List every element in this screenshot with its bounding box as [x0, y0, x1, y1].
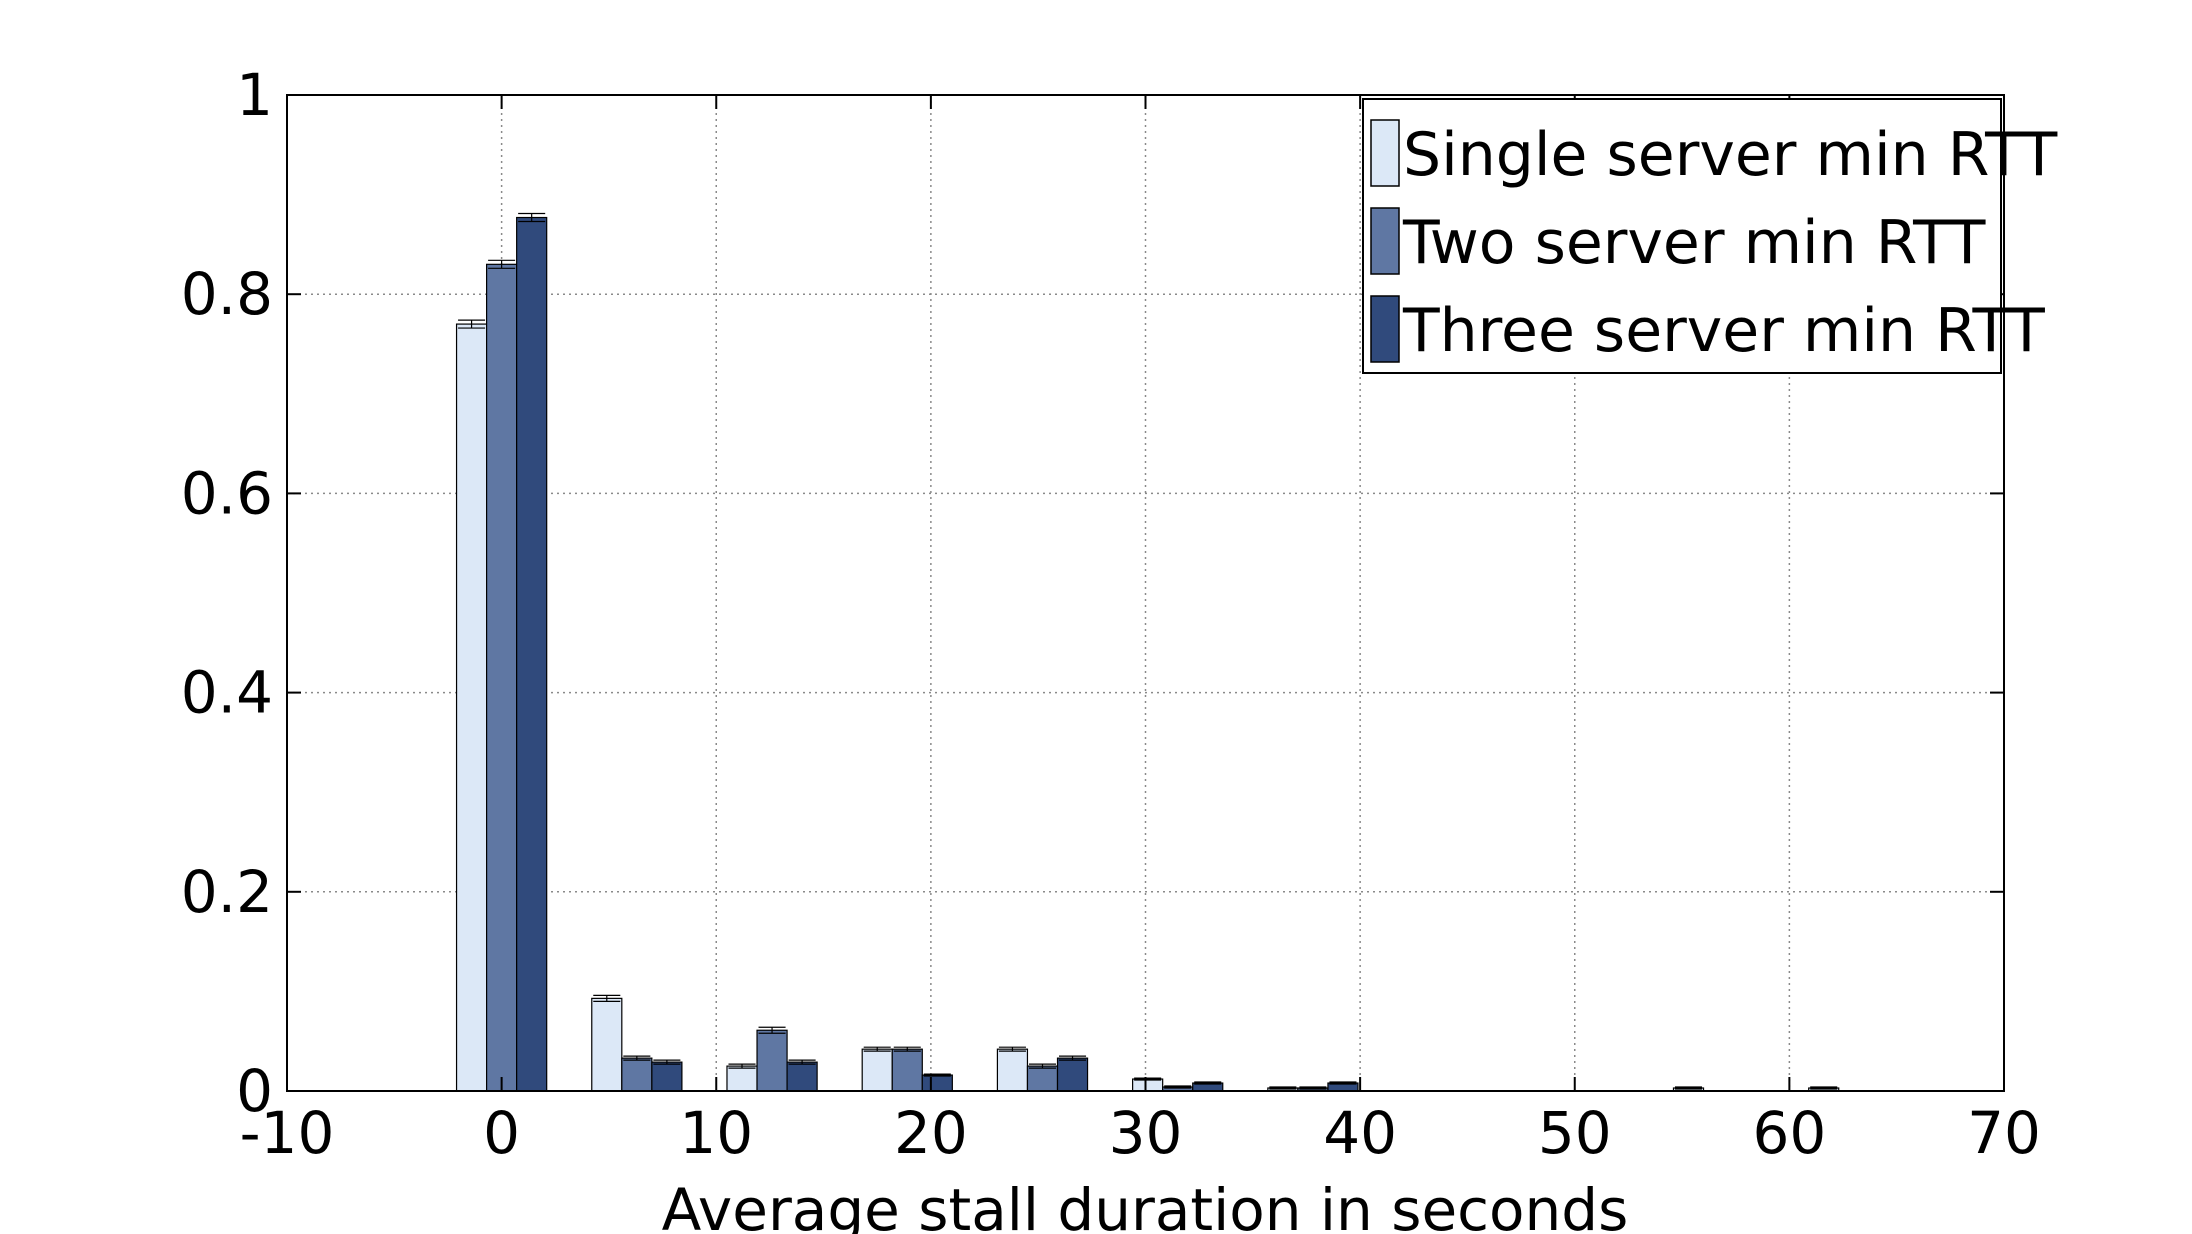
- bar: [921, 1074, 953, 1092]
- legend-swatch: [1370, 207, 1400, 275]
- x-tick-label: 0: [483, 1099, 520, 1167]
- y-tick-label: 1: [236, 61, 273, 129]
- legend-swatch: [1370, 119, 1400, 187]
- bar: [455, 323, 488, 1092]
- x-tick-label: 30: [1109, 1099, 1183, 1167]
- legend-box: [1362, 98, 2002, 374]
- bar: [756, 1029, 788, 1092]
- bar: [621, 1057, 653, 1092]
- bar: [516, 216, 548, 1092]
- bar: [891, 1048, 923, 1092]
- bar: [486, 263, 518, 1092]
- bar: [996, 1048, 1029, 1092]
- x-tick-label: 20: [894, 1099, 968, 1167]
- legend-label: Three server min RTT: [1402, 296, 2045, 366]
- x-tick-label: 10: [679, 1099, 753, 1167]
- bar: [651, 1061, 683, 1092]
- y-tick-label: 0.2: [181, 858, 273, 926]
- bars-layer: [455, 212, 1840, 1092]
- x-tick-label: -10: [240, 1099, 335, 1167]
- legend: Single server min RTT Two server min RTT T…: [1362, 98, 2058, 374]
- bar: [1132, 1078, 1164, 1092]
- legend-label: Single server min RTT: [1403, 120, 2058, 190]
- legend-label: Two server min RTT: [1402, 208, 1986, 278]
- x-axis-tick-labels: -10 0 10 20 30 40 50 60 70: [240, 1099, 2041, 1167]
- y-axis-tick-labels: 0 0.2 0.4 0.6 0.8 1: [181, 61, 273, 1125]
- bar: [1026, 1065, 1059, 1092]
- bar: [1056, 1057, 1089, 1092]
- y-tick-label: 0.4: [181, 659, 273, 727]
- x-tick-label: 70: [1967, 1099, 2041, 1167]
- x-axis-label: Average stall duration in seconds: [662, 1176, 1629, 1234]
- bar: [786, 1061, 818, 1092]
- y-tick-label: 0.8: [181, 260, 273, 328]
- bar: [591, 997, 623, 1092]
- legend-swatch: [1370, 295, 1400, 363]
- y-tick-label: 0: [236, 1057, 273, 1125]
- bar: [726, 1065, 758, 1092]
- bar: [861, 1048, 893, 1092]
- x-tick-label: 50: [1538, 1099, 1612, 1167]
- x-tick-label: 60: [1752, 1099, 1826, 1167]
- y-tick-label: 0.6: [181, 459, 273, 527]
- x-tick-label: 40: [1323, 1099, 1397, 1167]
